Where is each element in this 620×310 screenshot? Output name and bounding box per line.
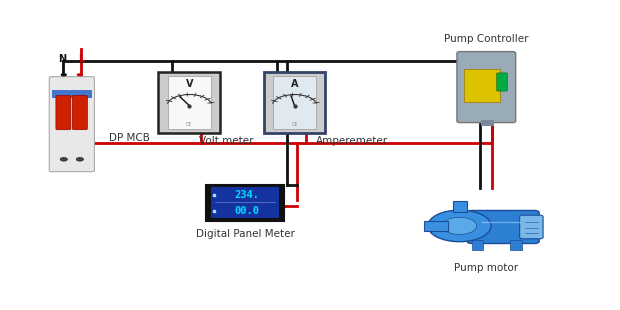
Text: CE: CE <box>186 122 193 127</box>
Text: A: A <box>291 79 298 89</box>
Text: L: L <box>78 54 84 64</box>
FancyBboxPatch shape <box>453 201 467 212</box>
Text: V: V <box>185 79 193 89</box>
FancyBboxPatch shape <box>510 241 522 250</box>
Circle shape <box>442 217 477 234</box>
Text: Amperemeter: Amperemeter <box>316 136 388 146</box>
Text: Pump Controller: Pump Controller <box>444 34 529 44</box>
FancyBboxPatch shape <box>424 221 448 231</box>
FancyBboxPatch shape <box>51 90 92 98</box>
Circle shape <box>61 73 67 76</box>
FancyBboxPatch shape <box>211 187 280 219</box>
FancyBboxPatch shape <box>56 95 71 130</box>
Text: 00.0: 00.0 <box>234 206 259 216</box>
FancyBboxPatch shape <box>481 120 494 126</box>
FancyBboxPatch shape <box>472 241 484 250</box>
Circle shape <box>60 157 68 161</box>
Text: N: N <box>58 54 66 64</box>
Circle shape <box>76 157 84 161</box>
FancyBboxPatch shape <box>520 215 543 239</box>
FancyBboxPatch shape <box>73 95 87 130</box>
FancyBboxPatch shape <box>206 185 284 221</box>
FancyBboxPatch shape <box>159 72 220 133</box>
Text: Digital Panel Meter: Digital Panel Meter <box>195 229 294 239</box>
FancyBboxPatch shape <box>49 77 94 172</box>
Text: 234.: 234. <box>234 190 259 200</box>
FancyBboxPatch shape <box>264 72 326 133</box>
FancyBboxPatch shape <box>273 76 316 129</box>
FancyBboxPatch shape <box>457 52 516 122</box>
Circle shape <box>77 73 83 76</box>
Text: Pump motor: Pump motor <box>454 263 518 272</box>
Text: Volt meter: Volt meter <box>199 136 254 146</box>
FancyBboxPatch shape <box>497 73 508 91</box>
FancyBboxPatch shape <box>168 76 211 129</box>
FancyBboxPatch shape <box>467 210 539 243</box>
FancyBboxPatch shape <box>464 69 500 102</box>
Text: CE: CE <box>291 122 298 127</box>
Text: DP MCB: DP MCB <box>109 133 150 143</box>
Circle shape <box>428 210 491 242</box>
